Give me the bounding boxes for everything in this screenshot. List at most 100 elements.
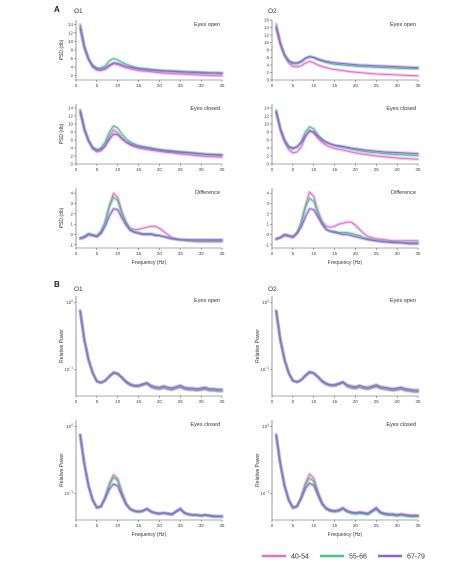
x-tick-label: 10 xyxy=(311,523,317,528)
section-a-label: A xyxy=(54,5,60,14)
y-tick-label: 1 xyxy=(70,222,73,227)
x-tick-label: 30 xyxy=(395,523,401,528)
condition-label: Eyes open xyxy=(194,298,220,304)
y-tick-label: 10−1 xyxy=(260,366,269,372)
series-band-67-79 xyxy=(274,433,420,517)
y-tick-label: 2 xyxy=(266,211,269,216)
x-tick-label: 5 xyxy=(96,251,99,256)
x-tick-label: 30 xyxy=(395,251,401,256)
series-line-67-79 xyxy=(80,208,222,241)
x-axis-label: Frequency (Hz) xyxy=(132,260,167,266)
x-tick-label: 5 xyxy=(96,83,99,88)
condition-label: Difference xyxy=(391,190,416,196)
series-line-40-54 xyxy=(275,111,419,160)
series-line-40-54 xyxy=(79,310,222,392)
y-tick-base: 10 xyxy=(66,300,72,305)
y-tick-label: 100 xyxy=(66,423,73,429)
x-tick-label: 15 xyxy=(332,251,338,256)
series-band-67-79 xyxy=(78,433,224,518)
y-tick-exponent: −1 xyxy=(69,490,73,494)
y-axis-label: Relative Power xyxy=(59,329,65,363)
y-tick-label: -1 xyxy=(265,242,269,247)
y-tick-label: 6 xyxy=(266,55,269,60)
x-tick-label: 35 xyxy=(219,399,225,404)
y-tick-base: 10 xyxy=(260,491,266,496)
y-tick-base: 10 xyxy=(64,491,70,496)
x-tick-label: 30 xyxy=(199,399,205,404)
x-tick-label: 10 xyxy=(115,251,121,256)
channel-o2-label-a: O2 xyxy=(268,8,277,15)
x-tick-label: 10 xyxy=(115,523,121,528)
legend-label-40-54: 40-54 xyxy=(291,554,309,561)
series-line-55-66 xyxy=(275,27,418,70)
y-axis-label: Relative Power xyxy=(255,453,261,487)
x-tick-label: 10 xyxy=(115,399,121,404)
legend-label-67-79: 67-79 xyxy=(407,554,425,561)
y-tick-base: 10 xyxy=(262,300,268,305)
series-band-67-79 xyxy=(78,309,224,391)
x-tick-label: 10 xyxy=(311,399,317,404)
legend-label-55-66: 55-66 xyxy=(349,554,367,561)
x-tick-label: 15 xyxy=(136,399,142,404)
y-tick-label: 10−1 xyxy=(260,490,269,496)
condition-label: Eyes open xyxy=(390,298,416,304)
y-tick-exponent: 0 xyxy=(267,423,269,427)
y-tick-label: 10 xyxy=(264,122,270,127)
y-axis-label: PSD (db) xyxy=(59,123,65,144)
x-tick-label: 5 xyxy=(292,399,295,404)
condition-label: Eyes open xyxy=(194,22,220,28)
x-tick-label: 0 xyxy=(271,399,274,404)
chart-panel-a-o2-open: 0 5 10 15 20 25 30 35 0 2 4 6 8 10 12 14 16 Eyes open xyxy=(264,18,421,89)
x-tick-label: 5 xyxy=(96,399,99,404)
x-tick-label: 20 xyxy=(353,399,359,404)
y-tick-label: 0 xyxy=(70,162,73,167)
x-tick-label: 15 xyxy=(332,523,338,528)
y-tick-label: 0 xyxy=(266,162,269,167)
series-band-55-66 xyxy=(274,309,420,393)
y-tick-label: 6 xyxy=(70,56,73,61)
condition-label: Eyes closed xyxy=(386,422,416,428)
x-tick-label: 35 xyxy=(219,523,225,528)
x-tick-label: 10 xyxy=(115,83,121,88)
y-tick-label: 14 xyxy=(68,22,74,27)
x-tick-label: 25 xyxy=(374,167,380,172)
series-line-67-79 xyxy=(275,111,419,155)
y-tick-label: 2 xyxy=(70,73,73,78)
x-tick-label: 20 xyxy=(157,399,163,404)
x-tick-label: 0 xyxy=(75,251,78,256)
y-tick-label: 10 xyxy=(264,40,270,45)
y-axis-label: PSD (db) xyxy=(59,39,65,60)
x-tick-label: 30 xyxy=(199,167,205,172)
chart-panel-a-o1-closed: 0 5 10 15 20 25 30 35 0 2 4 6 8 10 12 14 PSD (db) Eyes cl… xyxy=(59,104,225,172)
x-tick-label: 5 xyxy=(292,167,295,172)
x-tick-label: 10 xyxy=(311,251,317,256)
series-band-40-54 xyxy=(274,309,420,394)
y-tick-label: 8 xyxy=(266,130,269,135)
y-tick-exponent: −1 xyxy=(69,366,73,370)
x-tick-label: 5 xyxy=(292,251,295,256)
y-tick-label: 6 xyxy=(266,138,269,143)
y-tick-exponent: 0 xyxy=(71,299,73,303)
y-tick-label: 8 xyxy=(70,130,73,135)
y-tick-label: 0 xyxy=(266,232,269,237)
x-tick-label: 0 xyxy=(75,167,78,172)
y-axis-label: Relative Power xyxy=(255,329,261,363)
series-line-40-54 xyxy=(275,310,418,393)
y-tick-label: 3 xyxy=(266,201,269,206)
x-tick-label: 5 xyxy=(96,523,99,528)
x-tick-label: 30 xyxy=(395,399,401,404)
x-tick-label: 30 xyxy=(395,167,401,172)
y-tick-base: 10 xyxy=(262,424,268,429)
channel-o2-label-b: O2 xyxy=(268,286,277,293)
x-tick-label: 0 xyxy=(271,523,274,528)
x-tick-label: 25 xyxy=(178,251,184,256)
x-tick-label: 25 xyxy=(178,83,184,88)
y-tick-label: -1 xyxy=(69,242,73,247)
series-line-40-54 xyxy=(275,23,419,77)
series-line-67-79 xyxy=(275,311,418,391)
x-tick-label: 35 xyxy=(415,251,421,256)
series-line-67-79 xyxy=(276,208,418,245)
y-tick-label: 0 xyxy=(70,232,73,237)
x-tick-label: 10 xyxy=(311,167,317,172)
